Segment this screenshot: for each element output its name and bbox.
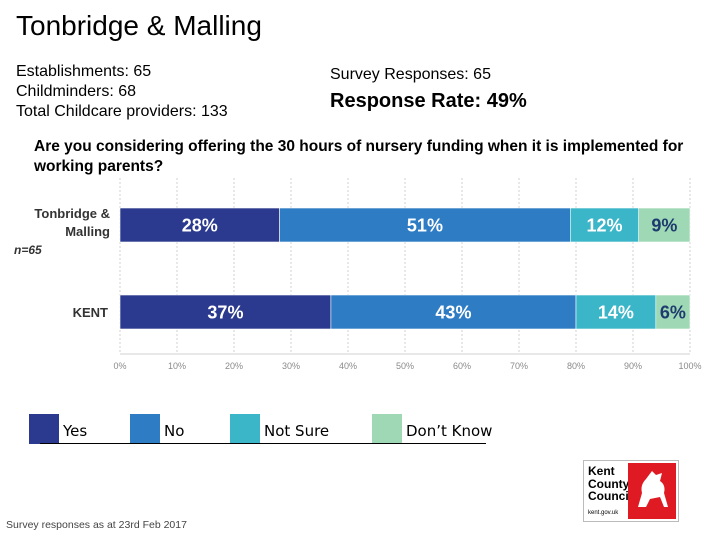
data-label: 6% (660, 303, 686, 323)
x-tick-label: 40% (339, 361, 357, 371)
bar-segment (279, 207, 571, 243)
legend-label-not-sure: Not Sure (264, 422, 330, 440)
total-providers-count: Total Childcare providers: 133 (16, 103, 228, 120)
kent-county-council-logo: Kent County Council kent.gov.uk (583, 460, 679, 522)
bar-segment (638, 207, 691, 243)
data-label: 12% (586, 216, 622, 236)
logo-line-3: Council (588, 489, 632, 503)
x-tick-label: 10% (168, 361, 186, 371)
provider-stats: Establishments: 65 Childminders: 68 Tota… (16, 62, 228, 122)
x-tick-label: 50% (396, 361, 414, 371)
data-label: 28% (182, 216, 218, 236)
x-tick-label: 70% (510, 361, 528, 371)
data-label: 51% (407, 216, 443, 236)
x-tick-label: 80% (567, 361, 585, 371)
category-label: Malling (65, 224, 110, 239)
x-tick-label: 20% (225, 361, 243, 371)
bar-segment (655, 294, 691, 330)
logo-text: Kent County Council (588, 465, 632, 503)
x-tick-label: 60% (453, 361, 471, 371)
category-label: KENT (73, 305, 108, 320)
legend-label-dont-know: Don’t Know (406, 422, 493, 440)
data-label: 14% (598, 303, 634, 323)
data-label: 9% (651, 216, 677, 236)
category-label: Tonbridge & (34, 206, 110, 221)
sample-size-label: n=65 (14, 243, 42, 257)
x-tick-label: 0% (113, 361, 126, 371)
footnote: Survey responses as at 23rd Feb 2017 (6, 519, 187, 531)
legend-divider (40, 443, 486, 444)
logo-line-2: County (588, 476, 630, 491)
bar-segment (119, 207, 280, 243)
data-label: 43% (435, 303, 471, 323)
response-rate: Response Rate: 49% (330, 90, 527, 112)
stacked-bar-chart: 0% 10% 20% 30% 40% 50% 60% 70% 80% 90% 100% Tonbrid… (14, 178, 702, 371)
legend-swatch-no (130, 414, 160, 444)
legend-swatch-not-sure (230, 414, 260, 444)
x-tick-label: 30% (282, 361, 300, 371)
white-horse-icon (638, 471, 668, 507)
data-label: 37% (207, 303, 243, 323)
logo-emblem (628, 463, 676, 519)
bar-segment (119, 294, 332, 330)
legend-swatch-yes (29, 414, 59, 444)
bar-segment (569, 207, 639, 243)
x-tick-label: 100% (678, 361, 701, 371)
survey-question: Are you considering offering the 30 hour… (34, 138, 684, 175)
childminders-count: Childminders: 68 (16, 83, 137, 100)
logo-url: kent.gov.uk (588, 510, 619, 516)
legend-swatch-dont-know (372, 414, 402, 444)
establishments-count: Establishments: 65 (16, 63, 152, 80)
page-title: Tonbridge & Malling (16, 10, 262, 41)
legend-label-yes: Yes (63, 422, 88, 440)
x-tick-label: 90% (624, 361, 642, 371)
legend-label-no: No (164, 422, 185, 440)
logo-line-1: Kent (588, 464, 615, 478)
survey-responses: Survey Responses: 65 (330, 66, 491, 83)
